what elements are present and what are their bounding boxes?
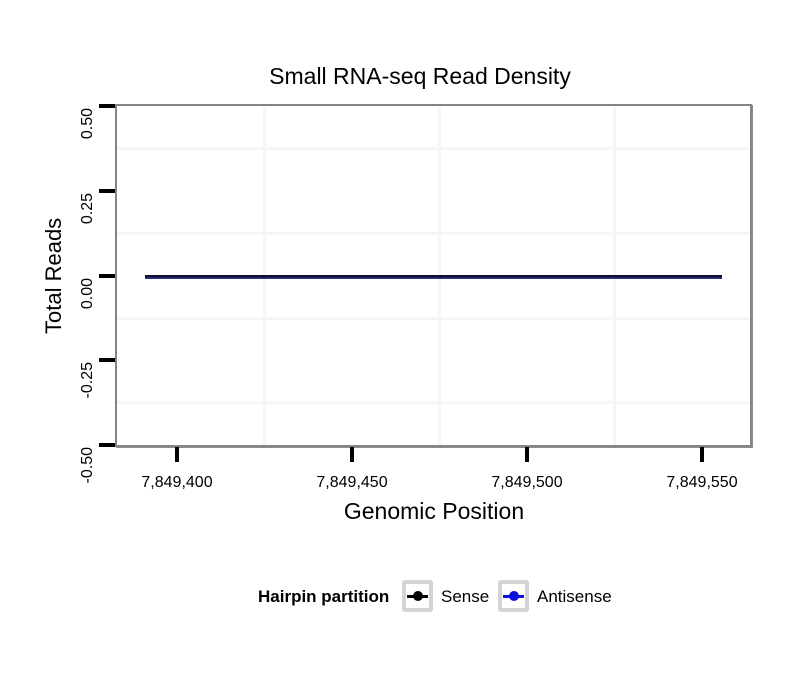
legend-key-antisense — [498, 580, 529, 612]
y-tick — [99, 188, 115, 193]
y-tick-label: 0.00 — [79, 277, 96, 309]
x-tick — [700, 447, 704, 462]
y-tick — [99, 358, 115, 363]
x-tick-label: 7,849,450 — [316, 474, 388, 491]
plot-panel — [115, 104, 752, 447]
y-tick-label: 0.50 — [79, 108, 96, 140]
x-tick — [350, 447, 354, 462]
minor-gridline-horizontal — [117, 147, 750, 150]
x-axis-title: Genomic Position — [343, 498, 525, 524]
x-tick — [525, 447, 529, 462]
y-tick — [99, 443, 115, 447]
y-tick-label: -0.50 — [79, 447, 96, 484]
read-density-line — [145, 275, 722, 279]
y-tick-label: -0.25 — [79, 362, 96, 399]
minor-gridline-horizontal — [117, 401, 750, 404]
y-tick — [99, 104, 115, 108]
minor-gridline-horizontal — [117, 232, 750, 235]
x-tick-label: 7,849,400 — [141, 474, 213, 491]
x-tick-label: 7,849,550 — [666, 474, 738, 491]
legend-label-antisense: Antisense — [537, 587, 612, 606]
y-axis-title: Total Reads — [41, 217, 66, 334]
legend-label-sense: Sense — [441, 587, 490, 606]
y-tick — [99, 273, 115, 278]
antisense-point-icon — [508, 591, 519, 601]
legend-title: Hairpin partition — [258, 587, 390, 606]
x-tick-label: 7,849,500 — [491, 474, 563, 491]
y-tick-label: 0.25 — [79, 192, 96, 224]
sense-point-icon — [412, 591, 423, 601]
x-tick — [175, 447, 179, 462]
chart-title: Small RNA-seq Read Density — [269, 63, 571, 89]
legend-key-sense — [402, 580, 433, 612]
minor-gridline-horizontal — [117, 317, 750, 320]
